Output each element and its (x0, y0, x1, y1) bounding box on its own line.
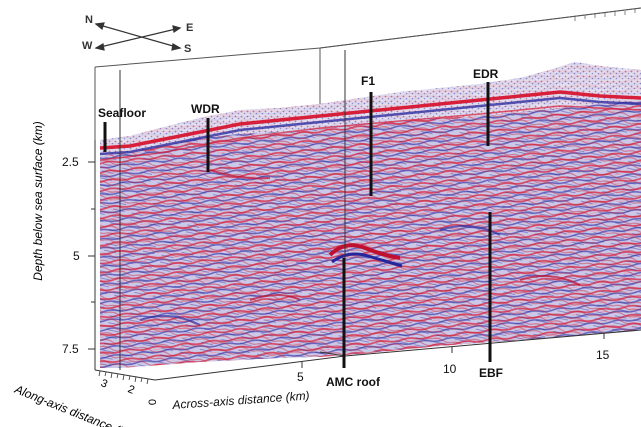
along-axis-line (94, 369, 156, 381)
compass-east-label: E (186, 22, 194, 34)
across-tick-5: 5 (297, 370, 304, 384)
across-tick-15: 15 (596, 348, 610, 362)
frame-back-top (94, 7, 641, 68)
ebf-label: EBF (479, 366, 503, 380)
amc-roof-label: AMC roof (326, 375, 380, 389)
top-scale-ticks (574, 9, 636, 21)
depth-tick-2-5: 2.5 (62, 155, 79, 169)
compass-west-label: W (82, 40, 93, 52)
compass-north-label: N (85, 14, 93, 26)
f1-label: F1 (361, 74, 376, 88)
depth-tick-7-5: 7.5 (62, 342, 79, 356)
depth-tick-5: 5 (73, 249, 80, 263)
depth-axis-title: Depth below sea surface (km) (31, 121, 45, 281)
compass-south-label: S (184, 43, 192, 55)
wdr-label: WDR (191, 102, 220, 116)
edr-label: EDR (473, 67, 499, 81)
seafloor-reflector (99, 90, 641, 150)
compass-rose (94, 22, 182, 51)
across-tick-10: 10 (443, 362, 457, 376)
amc-roof-reflector (328, 243, 401, 260)
across-axis-line (344, 329, 641, 357)
along-tick-0: 0 (147, 398, 160, 406)
seafloor-label: Seafloor (98, 106, 147, 120)
